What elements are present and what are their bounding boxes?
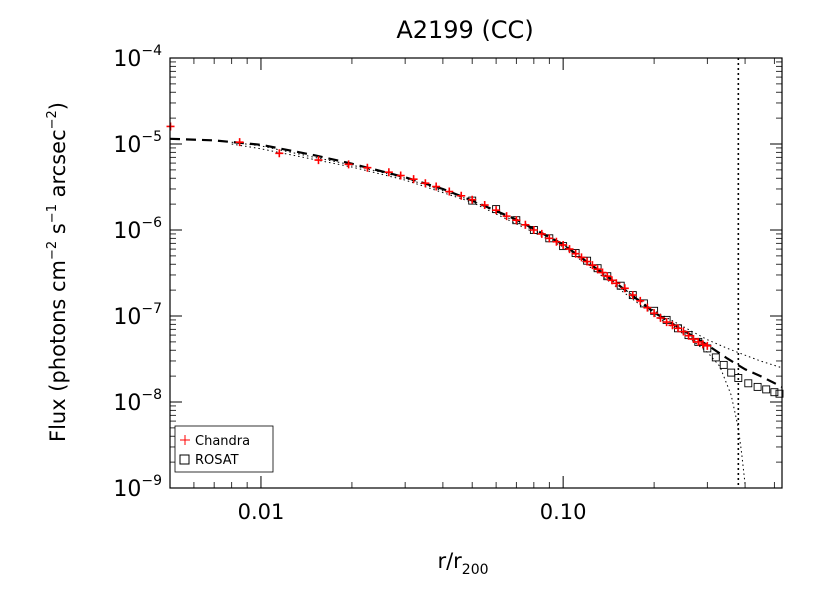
chandra-point <box>703 341 712 350</box>
chandra-point <box>565 245 574 254</box>
legend: Chandra ROSAT <box>174 425 274 473</box>
y-tick-label: 10−6 <box>113 215 162 244</box>
x-tick-label: 0.01 <box>238 500 285 524</box>
x-tick-label: 0.10 <box>540 500 587 524</box>
chandra-point <box>588 261 597 270</box>
x-axis-label-subscript: 200 <box>462 562 489 578</box>
chandra-point <box>679 327 688 336</box>
chandra-point <box>521 220 530 229</box>
chandra-point <box>552 237 561 246</box>
chandra-point <box>502 212 511 221</box>
chandra-point <box>668 321 677 330</box>
lower-bound-curve <box>231 143 746 485</box>
chandra-point <box>593 265 602 274</box>
chandra-point <box>512 216 521 225</box>
chandra-point <box>656 313 665 322</box>
chandra-point <box>445 187 454 196</box>
chandra-point <box>650 309 659 318</box>
legend-label-rosat: ROSAT <box>195 453 239 468</box>
rosat-point <box>775 389 784 398</box>
chandra-point <box>684 331 693 340</box>
chandra-point <box>457 191 466 200</box>
chandra-point <box>432 182 441 191</box>
chandra-point <box>694 337 703 346</box>
rosat-point <box>711 353 720 362</box>
x-axis-label: r/r200 <box>437 549 488 578</box>
y-axis-label-part: s <box>46 223 70 241</box>
y-axis-label-exponent: −1 <box>45 204 60 223</box>
rosat-point <box>719 360 728 369</box>
y-tick-label: 10−4 <box>113 43 162 72</box>
upper-bound-curve <box>231 141 783 369</box>
chandra-point <box>344 160 353 169</box>
chandra-point <box>235 138 244 147</box>
y-axis-label: Flux (photons cm−2 s−1 arcsec−2) <box>45 102 70 442</box>
legend-marker-plus <box>180 435 190 445</box>
chandra-point <box>571 249 580 258</box>
y-tick-label: 10−7 <box>113 301 162 330</box>
y-axis-label-exponent: −2 <box>45 110 60 129</box>
chandra-point <box>662 318 671 327</box>
chandra-point <box>689 335 698 344</box>
y-axis-label-part: ) <box>46 102 70 110</box>
chandra-point <box>643 303 652 312</box>
model-curve <box>169 137 783 388</box>
chandra-point <box>559 240 568 249</box>
chandra-point <box>409 175 418 184</box>
chart-title: A2199 (CC) <box>396 16 533 44</box>
chandra-point <box>363 163 372 172</box>
plot-area <box>166 58 784 488</box>
chandra-point <box>314 156 323 165</box>
chandra-point <box>636 296 645 305</box>
chandra-point <box>628 291 637 300</box>
legend-box <box>174 425 274 473</box>
chandra-point <box>421 179 430 188</box>
y-axis-label-part: Flux (photons cm <box>46 260 70 442</box>
rosat-point <box>744 379 753 388</box>
chandra-point <box>674 324 683 333</box>
chandra-point <box>577 253 586 262</box>
plot-frame <box>169 57 783 489</box>
chandra-point <box>612 279 621 288</box>
chandra-point <box>598 268 607 277</box>
chandra-point <box>492 206 501 215</box>
chandra-point <box>607 276 616 285</box>
y-tick-label: 10−5 <box>113 129 162 158</box>
y-tick-label: 10−9 <box>113 473 162 502</box>
y-axis-label-exponent: −2 <box>45 241 60 260</box>
axes: 10−9 10−8 10−7 10−6 10−5 10−4 0.01 0.10 <box>113 43 783 524</box>
chandra-point <box>384 168 393 177</box>
rosat-point <box>770 388 779 397</box>
rosat-point <box>727 368 736 377</box>
chandra-point <box>537 229 546 238</box>
y-axis-label-part: arcsec <box>46 129 70 204</box>
chandra-point <box>545 234 554 243</box>
chandra-point <box>275 149 284 158</box>
chandra-point <box>583 257 592 266</box>
chandra-point <box>529 226 538 234</box>
rosat-point <box>753 382 762 391</box>
legend-label-chandra: Chandra <box>195 434 250 449</box>
legend-marker-square <box>179 454 190 465</box>
y-tick-label: 10−8 <box>113 387 162 416</box>
chandra-point <box>396 171 405 180</box>
chandra-point <box>603 272 612 281</box>
rosat-point <box>762 385 771 394</box>
svg-text:Flux (photons cm−2 s−1 arcsec−: Flux (photons cm−2 s−1 arcsec−2) <box>45 102 70 442</box>
chandra-point <box>480 201 489 210</box>
chandra-point <box>468 195 477 204</box>
x-axis-label-base: r/r <box>437 549 462 573</box>
chandra-point <box>620 284 629 293</box>
chandra-point <box>698 340 707 349</box>
